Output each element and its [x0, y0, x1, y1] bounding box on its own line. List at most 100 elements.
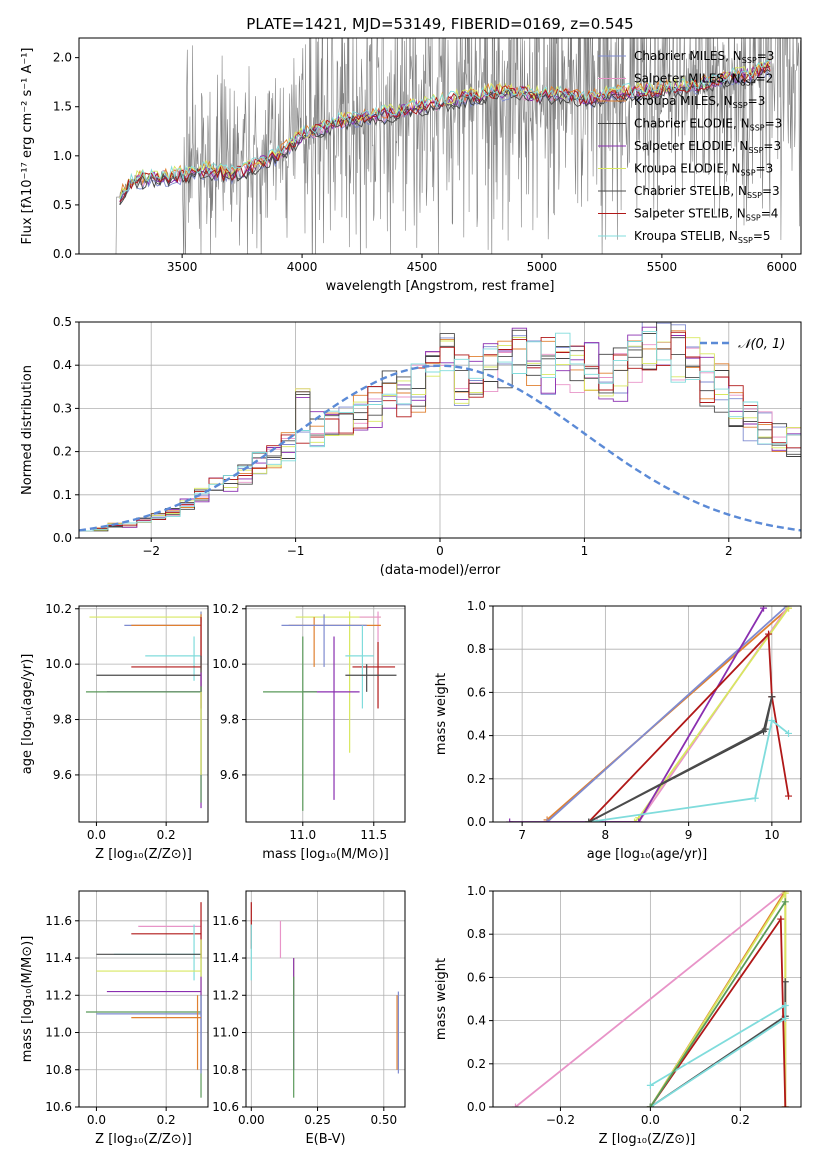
axes-frame	[245, 890, 406, 1108]
plot-area	[263, 611, 397, 811]
data-point-marker	[585, 818, 593, 822]
y-axis-label: age [log₁₀(age/yr)]	[20, 654, 35, 775]
model-spectrum-line	[119, 59, 771, 200]
x-tick-label: 0.0	[87, 1113, 106, 1127]
y-tick-label: 0.4	[467, 1014, 486, 1028]
y-tick-label: 1.0	[467, 884, 486, 898]
y-tick-label: 9.8	[53, 713, 72, 727]
x-axis-label: Z [log₁₀(Z/Z⊙)]	[95, 847, 192, 862]
y-tick-label: 0.8	[467, 927, 486, 941]
histogram-step-line	[79, 322, 801, 532]
histogram-step-line	[79, 322, 801, 532]
x-tick-label: 0.0	[641, 1113, 660, 1127]
plot-area	[250, 902, 399, 1098]
x-tick-label: 0.50	[370, 1113, 397, 1127]
y-tick-label: 9.6	[220, 768, 239, 782]
data-point-marker	[768, 693, 776, 701]
x-axis-label: Z [log₁₀(Z/Z⊙)]	[95, 1132, 192, 1147]
legend-subscript: SSP	[747, 191, 762, 200]
x-tick-label: 6000	[767, 260, 798, 274]
legend-subscript: SSP	[733, 101, 748, 110]
data-point-marker	[506, 818, 514, 822]
x-tick-label: 0.25	[304, 1113, 331, 1127]
data-point-marker	[543, 818, 551, 822]
legend-suffix: =4	[761, 207, 779, 221]
y-tick-label: 1.0	[467, 599, 486, 613]
y-tick-label: 0.1	[53, 488, 72, 502]
x-tick-label: 0.2	[731, 1113, 750, 1127]
x-tick-label: −0.2	[546, 1113, 575, 1127]
data-point-marker	[785, 792, 793, 800]
data-point-marker	[646, 1081, 654, 1089]
legend-subscript: SSP	[746, 214, 761, 223]
x-tick-label: 0.00	[238, 1113, 265, 1127]
x-tick-label: 11.5	[360, 828, 387, 842]
data-point-marker	[768, 716, 776, 724]
x-tick-label: 11.0	[289, 828, 316, 842]
x-tick-label: 8	[602, 828, 610, 842]
mass-weight-line	[588, 718, 790, 822]
x-tick-label: 0.2	[157, 1113, 176, 1127]
y-tick-label: 11.0	[212, 1026, 239, 1040]
y-tick-label: 10.6	[212, 1100, 239, 1114]
mass-vs-ebv-panel: 0.00 0.25 0.50 10.6 10.8 11.0 11.2 11.4 11.6 E(B-…	[212, 890, 406, 1147]
data-point-marker	[777, 915, 785, 923]
data-point-marker	[781, 891, 789, 897]
data-point-marker	[646, 1103, 654, 1107]
y-tick-label: 10.8	[45, 1063, 72, 1077]
x-axis-label: E(B-V)	[305, 1132, 345, 1147]
x-axis-label: wavelength [Angstrom, rest frame]	[326, 279, 555, 294]
y-tick-label: 0.0	[467, 1100, 486, 1114]
y-tick-label: 0.2	[467, 1057, 486, 1071]
y-tick-label: 0.4	[53, 358, 72, 372]
x-tick-label: 5500	[647, 260, 678, 274]
age-vs-metallicity-panel: 0.0 0.2 9.6 9.8 10.0 10.2 Z [log₁₀(Z/Z⊙)] age […	[20, 602, 209, 862]
y-tick-label: 11.0	[45, 1026, 72, 1040]
normal-distribution-curve	[79, 364, 801, 532]
y-axis-label: mass weight	[434, 673, 449, 755]
x-axis-label: Z [log₁₀(Z/Z⊙)]	[599, 1132, 696, 1147]
figure-title: PLATE=1421, MJD=53149, FIBERID=0169, z=0…	[246, 15, 633, 33]
y-tick-label: 0.5	[53, 198, 72, 212]
spectrum-panel: 3500 4000 4500 5000 5500 6000 0.0 0.5 1.0 1.5 2.0 w…	[20, 37, 802, 294]
y-tick-label: 10.8	[212, 1063, 239, 1077]
axes-frame	[78, 890, 209, 1108]
axes-frame	[245, 605, 406, 823]
data-point-marker	[781, 1103, 789, 1107]
mass-vs-metallicity-panel: 0.0 0.2 10.6 10.8 11.0 11.2 11.4 11.6 Z [log₁₀(Z…	[20, 890, 209, 1147]
x-tick-label: 0.0	[87, 828, 106, 842]
model-spectrum-line	[119, 65, 771, 205]
y-tick-label: 0.6	[467, 685, 486, 699]
data-point-marker	[781, 1001, 789, 1009]
axes-frame	[78, 605, 209, 823]
y-tick-label: 0.4	[467, 729, 486, 743]
data-point-marker	[785, 729, 793, 737]
legend-suffix: =3	[762, 184, 780, 198]
x-tick-label: 0.2	[157, 828, 176, 842]
y-tick-label: 1.5	[53, 100, 72, 114]
data-point-marker	[593, 818, 601, 822]
legend-suffix: =3	[765, 117, 783, 131]
legend-label: Chabrier MILES, NSSP=3	[634, 49, 774, 65]
plot-area	[511, 891, 789, 1107]
legend-label: 𝒩(0, 1)	[738, 337, 785, 352]
x-tick-label: 5000	[527, 260, 558, 274]
plot-area	[85, 611, 202, 809]
x-tick-label: −1	[287, 544, 305, 558]
data-point-marker	[765, 630, 773, 638]
x-tick-label: 4500	[407, 260, 438, 274]
y-tick-label: 0.0	[53, 247, 72, 261]
x-tick-label: 1	[581, 544, 589, 558]
y-axis-label: mass weight	[434, 958, 449, 1040]
plot-area	[115, 38, 801, 254]
y-tick-label: 11.2	[45, 988, 72, 1002]
x-tick-label: 10	[764, 828, 779, 842]
y-tick-label: 9.8	[220, 713, 239, 727]
data-point-marker	[761, 725, 769, 733]
x-tick-label: 2	[725, 544, 733, 558]
y-axis-label: Flux [fλ10⁻¹⁷ erg cm⁻² s⁻¹ A⁻¹]	[20, 48, 35, 245]
legend-label: Kroupa STELIB, NSSP=5	[634, 229, 771, 245]
age-vs-mass-panel: 11.0 11.5 9.6 9.8 10.0 10.2 mass [log₁₀(M/M⊙)]	[212, 602, 406, 862]
y-tick-label: 0.5	[53, 315, 72, 329]
